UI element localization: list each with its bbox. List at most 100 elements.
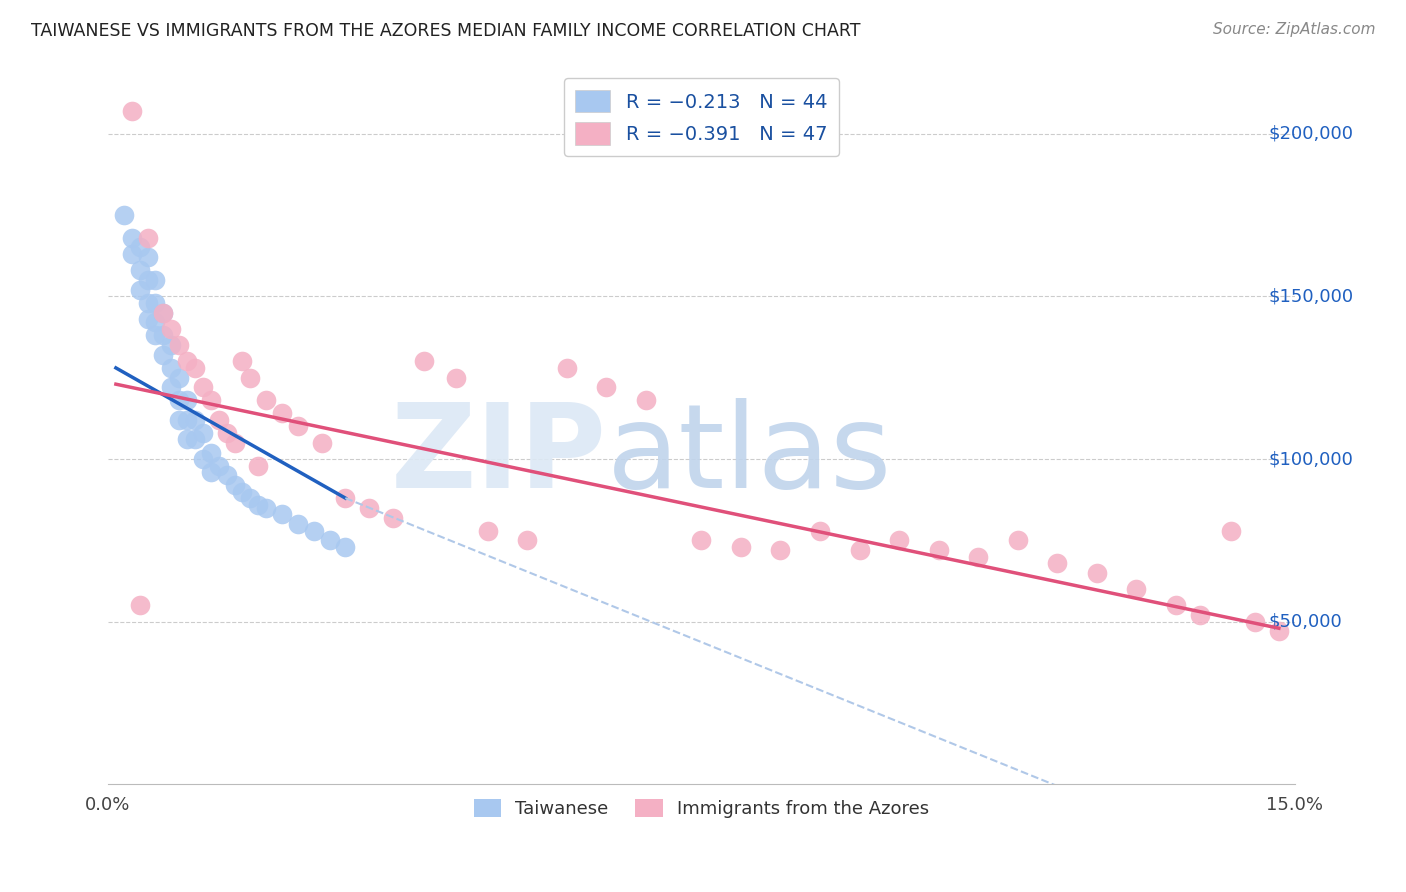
Point bbox=[1244, 615, 1267, 629]
Point bbox=[112, 208, 135, 222]
Point bbox=[160, 360, 183, 375]
Point bbox=[184, 433, 207, 447]
Point bbox=[231, 484, 253, 499]
Point bbox=[167, 393, 190, 408]
Point bbox=[167, 338, 190, 352]
Point bbox=[184, 360, 207, 375]
Point bbox=[928, 543, 950, 558]
Point bbox=[136, 231, 159, 245]
Point bbox=[357, 500, 380, 515]
Point bbox=[1220, 524, 1243, 538]
Point bbox=[167, 413, 190, 427]
Point bbox=[808, 524, 831, 538]
Point bbox=[247, 458, 270, 473]
Point bbox=[231, 354, 253, 368]
Point bbox=[335, 491, 357, 505]
Point bbox=[247, 498, 270, 512]
Text: $100,000: $100,000 bbox=[1268, 450, 1354, 468]
Point bbox=[160, 338, 183, 352]
Point bbox=[239, 491, 262, 505]
Point bbox=[145, 273, 167, 287]
Point bbox=[200, 393, 222, 408]
Text: $50,000: $50,000 bbox=[1268, 613, 1343, 631]
Point bbox=[152, 305, 174, 319]
Point bbox=[769, 543, 792, 558]
Point bbox=[887, 533, 910, 548]
Text: ZIP: ZIP bbox=[391, 398, 606, 513]
Point bbox=[254, 500, 277, 515]
Point bbox=[176, 354, 198, 368]
Point bbox=[136, 273, 159, 287]
Point bbox=[121, 247, 143, 261]
Point bbox=[200, 445, 222, 459]
Point bbox=[224, 435, 246, 450]
Point bbox=[215, 425, 238, 440]
Point bbox=[208, 458, 231, 473]
Legend: Taiwanese, Immigrants from the Azores: Taiwanese, Immigrants from the Azores bbox=[467, 792, 936, 825]
Point bbox=[145, 328, 167, 343]
Point bbox=[730, 540, 752, 554]
Point bbox=[287, 419, 309, 434]
Point bbox=[121, 231, 143, 245]
Point bbox=[555, 360, 578, 375]
Point bbox=[1046, 556, 1069, 570]
Point bbox=[413, 354, 436, 368]
Point bbox=[167, 370, 190, 384]
Point bbox=[595, 380, 617, 394]
Point bbox=[152, 305, 174, 319]
Text: atlas: atlas bbox=[606, 398, 891, 513]
Point bbox=[128, 263, 150, 277]
Point bbox=[152, 348, 174, 362]
Point bbox=[191, 452, 214, 467]
Point bbox=[311, 435, 333, 450]
Point bbox=[128, 283, 150, 297]
Point bbox=[302, 524, 325, 538]
Point bbox=[136, 250, 159, 264]
Point bbox=[254, 393, 277, 408]
Point bbox=[1188, 608, 1211, 623]
Point bbox=[160, 380, 183, 394]
Point bbox=[152, 328, 174, 343]
Point bbox=[191, 425, 214, 440]
Text: Source: ZipAtlas.com: Source: ZipAtlas.com bbox=[1212, 22, 1375, 37]
Point bbox=[516, 533, 538, 548]
Point bbox=[1164, 599, 1187, 613]
Point bbox=[1007, 533, 1029, 548]
Point bbox=[176, 433, 198, 447]
Point bbox=[271, 508, 294, 522]
Point bbox=[1085, 566, 1108, 580]
Point bbox=[477, 524, 499, 538]
Point bbox=[1268, 624, 1291, 639]
Point bbox=[318, 533, 340, 548]
Point bbox=[848, 543, 870, 558]
Point bbox=[215, 468, 238, 483]
Point bbox=[335, 540, 357, 554]
Point bbox=[176, 393, 198, 408]
Point bbox=[690, 533, 713, 548]
Point bbox=[136, 312, 159, 326]
Text: $150,000: $150,000 bbox=[1268, 287, 1354, 305]
Point bbox=[200, 465, 222, 479]
Point bbox=[239, 370, 262, 384]
Text: TAIWANESE VS IMMIGRANTS FROM THE AZORES MEDIAN FAMILY INCOME CORRELATION CHART: TAIWANESE VS IMMIGRANTS FROM THE AZORES … bbox=[31, 22, 860, 40]
Point bbox=[967, 549, 990, 564]
Point bbox=[160, 322, 183, 336]
Point bbox=[136, 295, 159, 310]
Point bbox=[381, 510, 404, 524]
Point bbox=[271, 407, 294, 421]
Point bbox=[191, 380, 214, 394]
Point bbox=[287, 517, 309, 532]
Point bbox=[444, 370, 467, 384]
Point bbox=[145, 315, 167, 329]
Point bbox=[1125, 582, 1147, 597]
Point bbox=[208, 413, 231, 427]
Point bbox=[145, 295, 167, 310]
Point bbox=[634, 393, 657, 408]
Point bbox=[121, 103, 143, 118]
Text: $200,000: $200,000 bbox=[1268, 125, 1354, 143]
Point bbox=[184, 413, 207, 427]
Point bbox=[128, 240, 150, 254]
Point bbox=[128, 599, 150, 613]
Point bbox=[224, 478, 246, 492]
Point bbox=[176, 413, 198, 427]
